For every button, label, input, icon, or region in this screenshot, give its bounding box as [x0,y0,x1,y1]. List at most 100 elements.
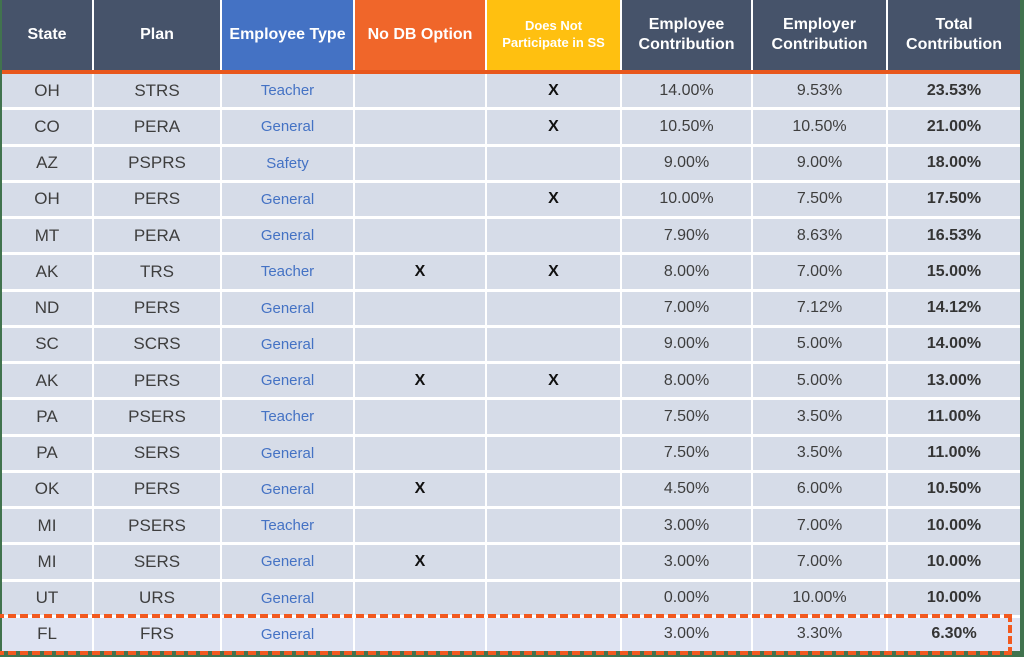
cell-employee-type: Teacher [222,74,353,108]
cell-total-contribution: 23.53% [888,74,1020,108]
cell-no-ss [487,436,620,470]
cell-no-ss [487,472,620,506]
cell-state: MT [2,219,92,253]
cell-no-db-option [355,182,485,216]
cell-total-contribution: 6.30% [888,617,1020,651]
cell-no-db-option [355,400,485,434]
cell-state: OK [2,472,92,506]
cell-employee-contribution: 7.90% [622,219,751,253]
cell-no-ss [487,291,620,325]
cell-state: AK [2,255,92,289]
cell-state: AK [2,364,92,398]
table-body: OH STRS Teacher X 14.00% 9.53% 23.53% CO… [0,74,1020,655]
cell-employee-contribution: 7.00% [622,291,751,325]
cell-employee-type: General [222,472,353,506]
cell-state: OH [2,182,92,216]
cell-plan: PERA [94,110,220,144]
cell-no-db-option [355,509,485,543]
cell-employee-type: General [222,545,353,579]
cell-employee-contribution: 0.00% [622,581,751,615]
cell-employer-contribution: 6.00% [753,472,886,506]
cell-no-ss: X [487,110,620,144]
cell-state: UT [2,581,92,615]
cell-employee-type: General [222,364,353,398]
cell-employee-contribution: 3.00% [622,509,751,543]
cell-no-db-option [355,110,485,144]
cell-no-ss: X [487,255,620,289]
cell-state: PA [2,400,92,434]
cell-plan: PERA [94,219,220,253]
cell-no-ss [487,617,620,651]
cell-employer-contribution: 7.00% [753,255,886,289]
cell-no-db-option [355,219,485,253]
table-header-row: State Plan Employee Type No DB Option Do… [2,0,1020,70]
cell-no-db-option: X [355,545,485,579]
cell-employer-contribution: 3.30% [753,617,886,651]
cell-employee-contribution: 7.50% [622,400,751,434]
cell-no-db-option: X [355,364,485,398]
cell-no-ss [487,146,620,180]
cell-no-db-option [355,581,485,615]
cell-total-contribution: 14.12% [888,291,1020,325]
cell-plan: PERS [94,291,220,325]
cell-employee-contribution: 4.50% [622,472,751,506]
cell-plan: SERS [94,545,220,579]
cell-total-contribution: 21.00% [888,110,1020,144]
cell-no-db-option [355,617,485,651]
cell-total-contribution: 10.00% [888,545,1020,579]
cell-plan: PERS [94,182,220,216]
cell-state: FL [0,613,1012,655]
cell-employer-contribution: 7.12% [753,291,886,325]
cell-employer-contribution: 3.50% [753,436,886,470]
cell-no-ss [487,327,620,361]
column-header-plan: Plan [94,0,220,70]
column-header-employer-contribution: Employer Contribution [753,0,886,70]
cell-no-db-option: X [355,255,485,289]
cell-plan: PERS [94,472,220,506]
cell-employee-type: General [222,291,353,325]
cell-employee-contribution: 10.00% [622,182,751,216]
cell-plan: PSERS [94,509,220,543]
cell-employee-contribution: 8.00% [622,364,751,398]
column-header-employee-contribution: Employee Contribution [622,0,751,70]
cell-total-contribution: 13.00% [888,364,1020,398]
cell-state: ND [2,291,92,325]
cell-state: OH [2,74,92,108]
cell-employee-type: Teacher [222,255,353,289]
cell-plan: STRS [94,74,220,108]
cell-no-ss [487,581,620,615]
cell-employee-contribution: 9.00% [622,327,751,361]
cell-employee-type: General [222,182,353,216]
cell-no-ss: X [487,182,620,216]
cell-employer-contribution: 5.00% [753,364,886,398]
column-header-state: State [2,0,92,70]
cell-no-ss [487,545,620,579]
cell-no-ss [487,219,620,253]
cell-employee-type: General [222,327,353,361]
column-header-no-db-option: No DB Option [355,0,485,70]
column-header-no-ss: Does Not Participate in SS [487,0,620,70]
cell-employee-type: General [222,219,353,253]
cell-plan: PERS [94,364,220,398]
cell-employee-type: Teacher [222,400,353,434]
cell-employee-contribution: 3.00% [622,617,751,651]
cell-state: PA [2,436,92,470]
cell-plan: SERS [94,436,220,470]
cell-employee-type: Safety [222,146,353,180]
cell-total-contribution: 11.00% [888,400,1020,434]
column-header-total-contribution: Total Contribution [888,0,1020,70]
cell-employee-contribution: 14.00% [622,74,751,108]
cell-state-text: FL [37,624,57,644]
cell-state: SC [2,327,92,361]
header-accent-line [2,70,1020,74]
cell-no-db-option [355,327,485,361]
cell-employee-type: General [222,436,353,470]
cell-total-contribution: 11.00% [888,436,1020,470]
column-header-employee-type: Employee Type [222,0,353,70]
cell-employee-type: General [222,617,353,651]
cell-employer-contribution: 7.50% [753,182,886,216]
cell-employer-contribution: 5.00% [753,327,886,361]
cell-plan: SCRS [94,327,220,361]
